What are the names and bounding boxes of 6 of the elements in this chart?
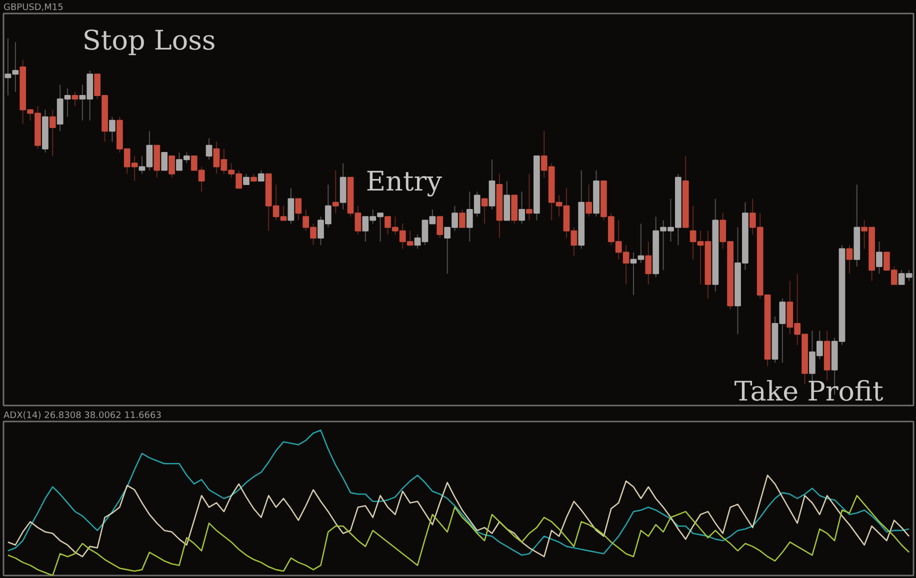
chart-title: GBPUSD,M15 (4, 3, 64, 13)
candlestick (161, 152, 168, 171)
annotation: Entry (366, 166, 443, 198)
chart-title: ADX(14) 26.8308 38.0062 11.6663 (4, 411, 162, 421)
annotation: Stop Loss (82, 25, 216, 56)
annotation: Take Profit (734, 376, 884, 408)
